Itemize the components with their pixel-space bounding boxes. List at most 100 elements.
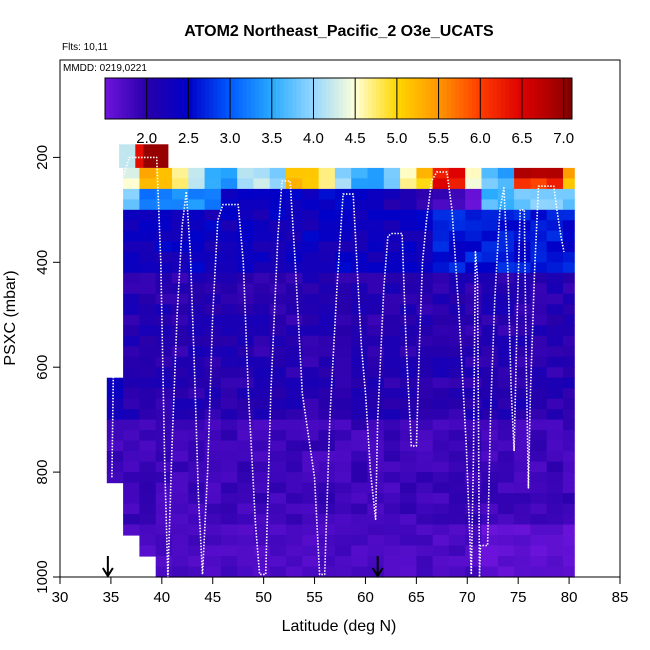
heatmap-cell [269, 230, 287, 242]
heatmap-cell [497, 262, 515, 274]
heatmap-cell [465, 251, 483, 263]
heatmap-cell [155, 335, 173, 347]
heatmap-cell [269, 335, 287, 347]
colorbar-segment [313, 78, 319, 119]
heatmap-cell [155, 482, 173, 494]
x-axis-label: Latitude (deg N) [282, 618, 397, 635]
heatmap-cell [530, 409, 548, 421]
heatmap-cell [514, 199, 531, 211]
heatmap-cell [367, 388, 385, 400]
heatmap-cell [188, 356, 206, 368]
heatmap-cell [334, 430, 352, 442]
heatmap-cell [237, 167, 255, 179]
heatmap-cell [481, 188, 499, 200]
heatmap-cell [172, 220, 189, 232]
heatmap-cell [123, 241, 140, 253]
heatmap-cell [416, 451, 434, 463]
heatmap-cell [481, 293, 499, 305]
heatmap-cell [159, 144, 169, 168]
heatmap-cell [400, 314, 417, 326]
heatmap-cell [286, 220, 303, 232]
heatmap-cell [139, 388, 157, 400]
heatmap-cell [204, 251, 222, 263]
heatmap-cell [367, 367, 385, 379]
heatmap-cell [253, 314, 271, 326]
heatmap-cell [432, 346, 450, 358]
heatmap-cell [481, 167, 499, 179]
heatmap-cell [400, 346, 417, 358]
heatmap-cell [220, 230, 238, 242]
heatmap-cell [497, 293, 515, 305]
heatmap-cell [497, 304, 515, 316]
heatmap-cell [237, 262, 255, 274]
heatmap-cell [383, 304, 401, 316]
heatmap-cell [530, 514, 548, 526]
heatmap-cell [334, 451, 352, 463]
heatmap-cell [546, 167, 564, 179]
colorbar-segment [417, 78, 423, 119]
heatmap-cell [448, 377, 466, 389]
heatmap-cell [351, 178, 369, 190]
colorbar-segment [292, 78, 298, 119]
heatmap-cell [514, 430, 531, 442]
colorbar-segment [384, 78, 389, 119]
heatmap-cell [155, 398, 173, 410]
heatmap-cell [530, 503, 548, 515]
heatmap-cell [416, 314, 434, 326]
heatmap-cell [432, 566, 450, 578]
heatmap-cell [139, 199, 157, 211]
heatmap-cell [514, 535, 531, 547]
heatmap-cell [448, 262, 466, 274]
heatmap-cell [530, 167, 548, 179]
heatmap-cell [546, 209, 564, 221]
heatmap-cell [204, 472, 222, 484]
heatmap-cell [155, 293, 173, 305]
heatmap-cell [351, 535, 369, 547]
heatmap-cell [563, 451, 575, 463]
heatmap-cell [172, 524, 189, 536]
heatmap-cell [563, 220, 575, 232]
heatmap-cell [546, 566, 564, 578]
heatmap-cell [400, 283, 417, 295]
heatmap-cell [546, 419, 564, 431]
heatmap-cell [123, 388, 140, 400]
colorbar-segment [480, 78, 485, 119]
heatmap-cell [253, 304, 271, 316]
heatmap-cell [351, 472, 369, 484]
colorbar-segment [180, 78, 185, 119]
heatmap-cell [155, 178, 173, 190]
heatmap-cell [318, 356, 336, 368]
heatmap-cell [351, 167, 369, 179]
heatmap-cell [302, 293, 320, 305]
colorbar-segment [380, 78, 385, 119]
colorbar-segment [509, 78, 515, 119]
arrow-head [371, 567, 384, 578]
heatmap-cell [367, 262, 385, 274]
colorbar-segment [455, 78, 460, 119]
heatmap-cell [563, 556, 575, 568]
heatmap-cell [123, 325, 140, 337]
colorbar-tick-label: 5.0 [386, 130, 407, 147]
heatmap-cell [253, 440, 271, 452]
heatmap-cell [204, 545, 222, 557]
heatmap-cell [416, 545, 434, 557]
heatmap-cell [481, 535, 499, 547]
heatmap-cell [253, 241, 271, 253]
heatmap-cell [367, 472, 385, 484]
heatmap-cell [432, 461, 450, 473]
heatmap-cell [448, 398, 466, 410]
heatmap-layer [106, 144, 575, 578]
heatmap-cell [563, 356, 575, 368]
colorbar-segment [280, 78, 285, 119]
heatmap-cell [237, 493, 255, 505]
colorbar-segment [421, 78, 427, 119]
heatmap-cell [155, 493, 173, 505]
heatmap-cell [106, 388, 124, 400]
heatmap-cell [351, 388, 369, 400]
heatmap-cell [465, 535, 483, 547]
heatmap-cell [204, 430, 222, 442]
heatmap-cell [155, 524, 173, 536]
heatmap-cell [351, 199, 369, 211]
colorbar-segment [530, 78, 535, 119]
heatmap-cell [432, 167, 450, 179]
